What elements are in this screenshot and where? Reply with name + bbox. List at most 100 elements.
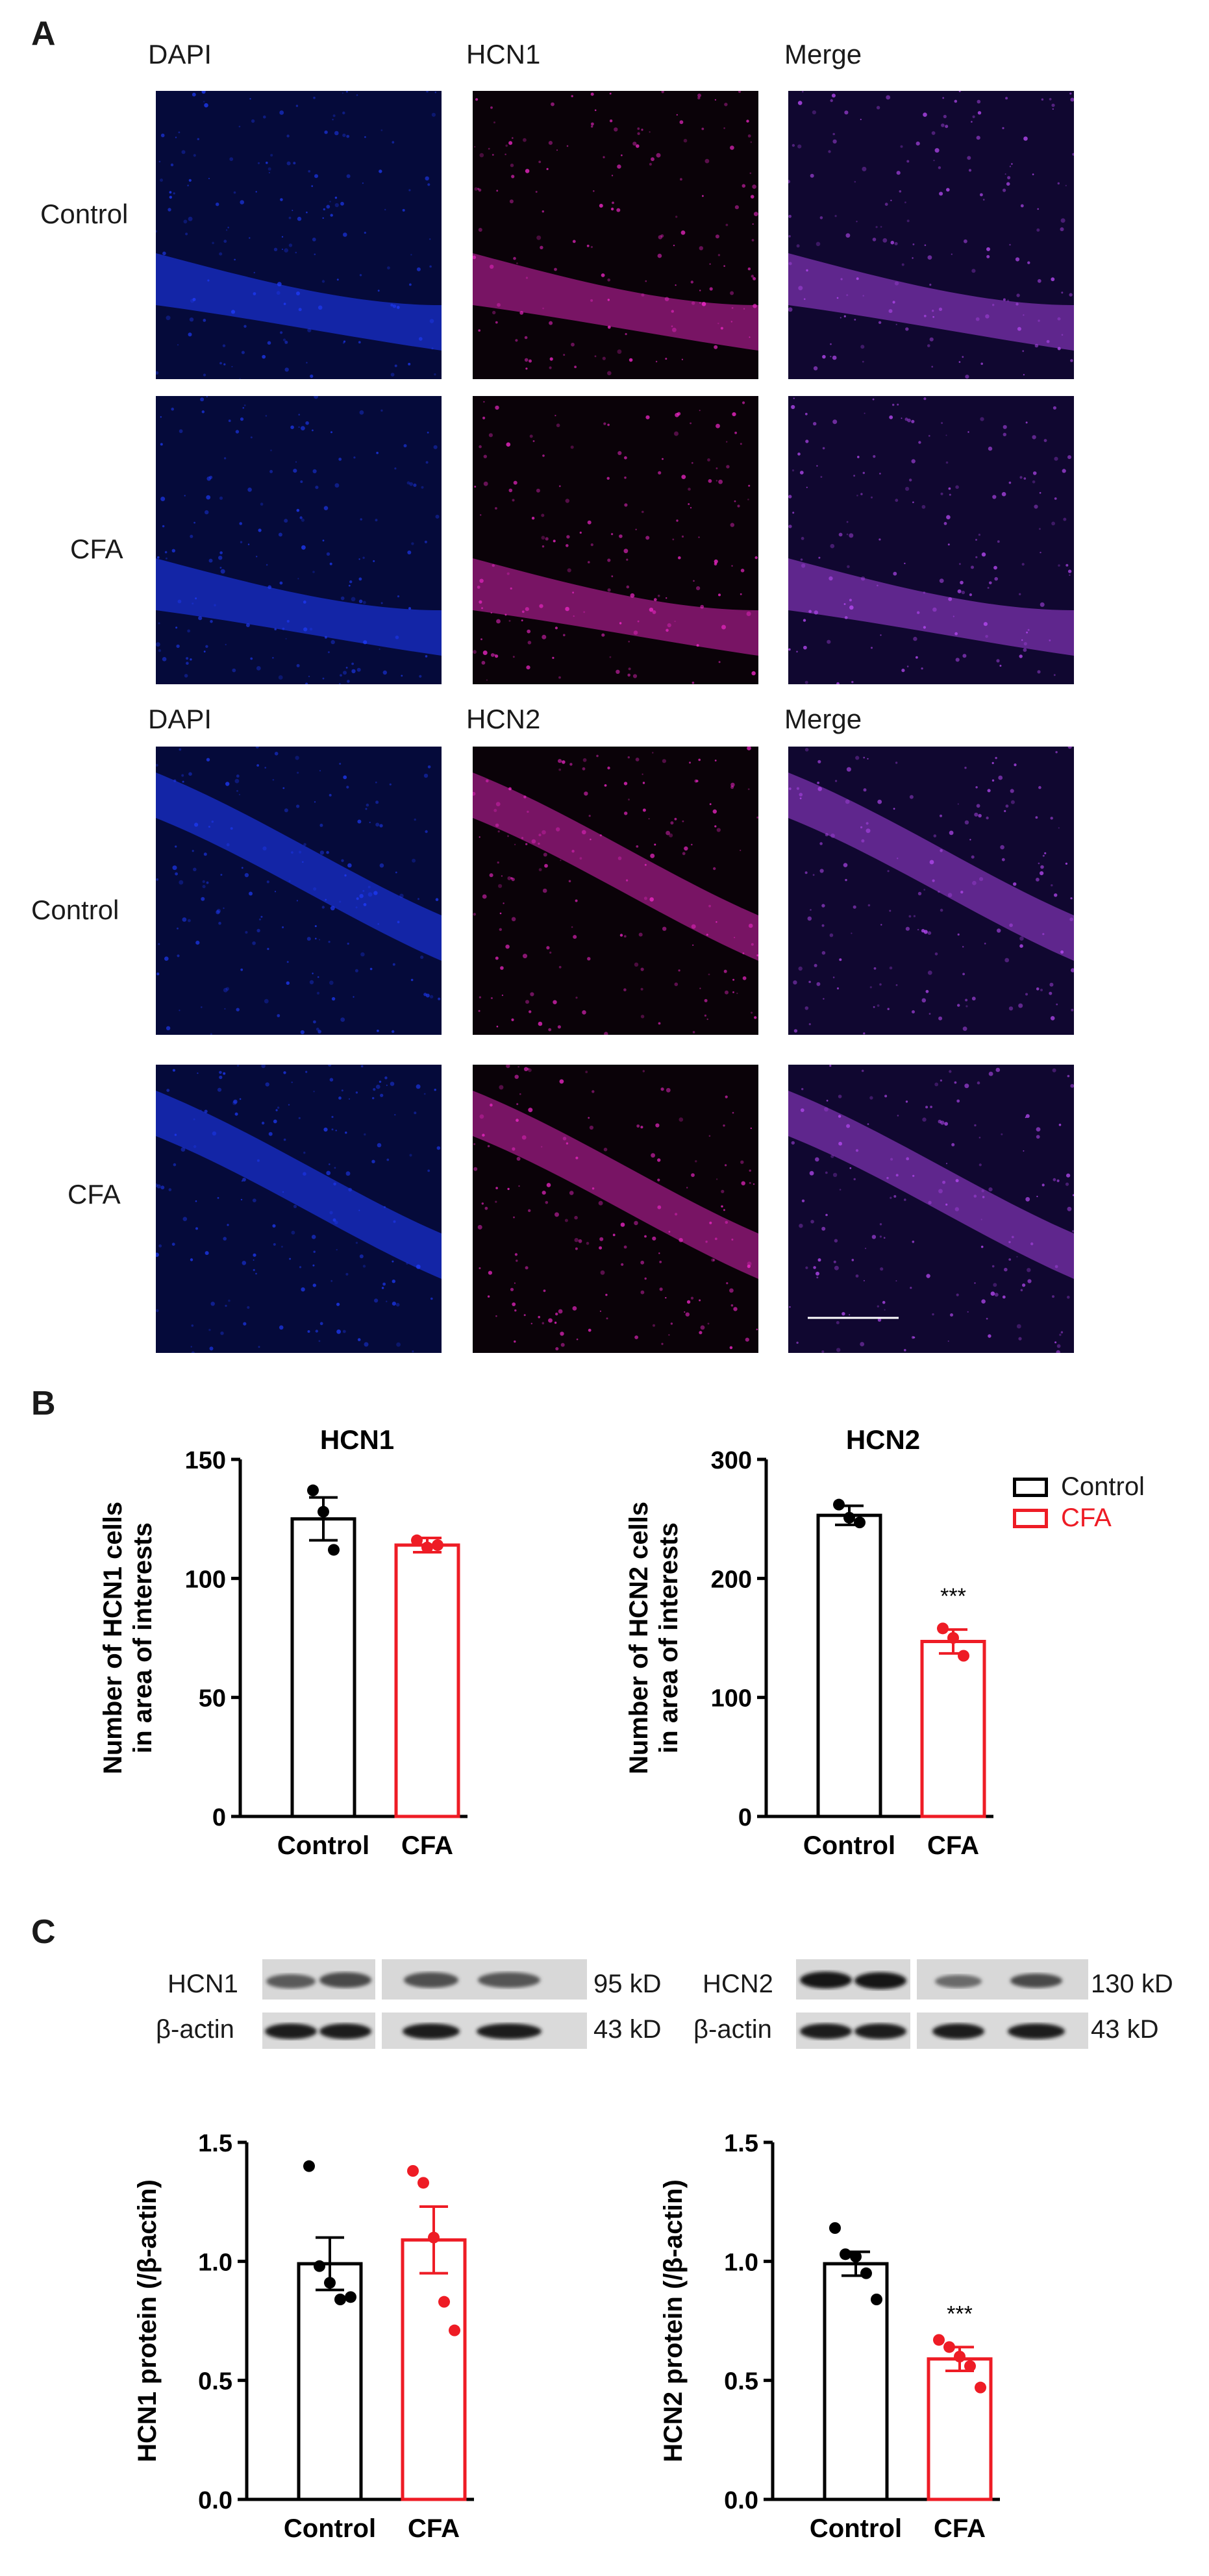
micrograph-merge-row3: [788, 747, 1074, 1035]
data-point: [850, 2251, 862, 2262]
significance-label: ***: [947, 2301, 973, 2326]
x-tick-label-cfa: CFA: [927, 1831, 979, 1860]
legend-item-cfa: CFA: [1013, 1504, 1201, 1535]
y-axis-label: Number of HCN2 cells: [625, 1502, 653, 1774]
band-hcn2-1: [800, 1972, 852, 1988]
x-tick-label-cfa: CFA: [401, 1831, 453, 1860]
band-bactin2-4: [1008, 2024, 1065, 2039]
chart-hcn1-cell-count: HCN1 Number of HCN1 cells in area of inter…: [99, 1428, 467, 1860]
y-tick-label: 300: [711, 1447, 752, 1474]
band-hcn1-1: [266, 1974, 316, 1988]
col-label-dapi-1: DAPI: [148, 39, 212, 69]
bar-control: [290, 1517, 356, 1818]
data-point: [307, 1484, 319, 1496]
band-bactin1-2: [319, 2024, 371, 2039]
data-point: [411, 1534, 423, 1546]
data-point: [418, 2177, 429, 2189]
data-point: [871, 2294, 882, 2305]
band-bactin1-4: [477, 2024, 542, 2039]
data-point: [407, 2165, 419, 2177]
western-blot-hcn1: [262, 1959, 587, 2049]
x-tick-label-control: Control: [810, 2514, 902, 2543]
band-bactin2-2: [854, 2024, 906, 2039]
y-axis-label: Number of HCN1 cells: [99, 1502, 127, 1774]
band-hcn1-2: [319, 1972, 371, 1988]
y-tick-label: 50: [199, 1685, 226, 1713]
band-bactin1-1: [265, 2024, 317, 2039]
x-tick-label-cfa: CFA: [934, 2514, 986, 2543]
blot-size-hcn1: 95 kD: [593, 1970, 662, 1998]
data-point: [345, 2291, 356, 2303]
data-point: [314, 2260, 325, 2272]
data-point: [421, 1541, 433, 1554]
data-point: [318, 1505, 329, 1518]
bar-control: [816, 1513, 882, 1818]
y-axis-label: in area of interests: [129, 1522, 157, 1753]
data-point: [324, 2277, 336, 2289]
band-hcn2-3: [935, 1975, 982, 1988]
chart-hcn1-protein: HCN1 protein (/β-actin) 0.0 0.5 1.0 1.5 Contr…: [133, 2130, 474, 2543]
blot-size-hcn2: 130 kD: [1091, 1970, 1173, 1998]
row-label-cfa-2: CFA: [68, 1179, 121, 1209]
y-tick-label: 0: [738, 1804, 752, 1831]
blot-label-bactin-1: β-actin: [156, 2015, 234, 2044]
y-tick-label: 0.0: [724, 2487, 758, 2514]
data-point: [975, 2381, 986, 2394]
western-blot-hcn2: [796, 1959, 1088, 2049]
band-hcn2-4: [1010, 1974, 1062, 1988]
y-tick-label: 1.5: [198, 2130, 232, 2157]
band-bactin2-3: [932, 2024, 984, 2039]
y-axis-label: HCN1 protein (/β-actin): [133, 2179, 162, 2462]
legend: Control CFA: [1013, 1472, 1201, 1535]
chart-hcn2-cell-count: HCN2 Number of HCN2 cells in area of inter…: [625, 1428, 993, 1860]
legend-item-control: Control: [1013, 1472, 1201, 1504]
micrograph-hcn-row3: [473, 747, 758, 1035]
blot-size-bactin-2: 43 kD: [1091, 2015, 1159, 2044]
col-label-hcn1: HCN1: [466, 39, 541, 69]
data-point: [854, 1517, 866, 1529]
micrograph-merge-row4: [788, 1065, 1074, 1353]
panel-letter-c: C: [31, 1913, 56, 1951]
data-point: [829, 2222, 841, 2234]
data-point: [943, 2341, 955, 2353]
data-point: [449, 2324, 460, 2336]
chart-title: HCN1: [320, 1428, 394, 1455]
data-point: [334, 2294, 346, 2305]
y-tick-label: 150: [185, 1447, 226, 1474]
data-point: [954, 2351, 966, 2362]
data-point: [833, 1498, 845, 1511]
bar-cfa: [927, 2357, 993, 2501]
blot-label-bactin-2: β-actin: [693, 2015, 772, 2044]
micrograph-dapi-row4: [156, 1065, 442, 1353]
data-point: [328, 1544, 340, 1556]
data-point: [958, 1650, 969, 1662]
data-point: [964, 2360, 976, 2372]
y-tick-label: 0.5: [724, 2368, 758, 2396]
data-point: [428, 2231, 440, 2244]
col-label-hcn2: HCN2: [466, 704, 541, 734]
panel-letter-b: B: [31, 1385, 56, 1422]
y-tick-label: 1.0: [724, 2249, 758, 2276]
micrograph-merge-row2: [788, 396, 1074, 684]
y-tick-label: 0: [212, 1804, 226, 1831]
bar-cfa: [394, 1543, 460, 1818]
legend-swatch-cfa: [1013, 1509, 1048, 1528]
x-tick-label-control: Control: [277, 1831, 369, 1860]
blot-label-hcn1: HCN1: [168, 1970, 238, 1998]
micrograph-hcn-row2: [473, 396, 758, 684]
col-label-merge-1: Merge: [784, 39, 862, 69]
data-point: [933, 2334, 945, 2346]
micrograph-dapi-row3: [156, 747, 442, 1035]
y-axis-label: HCN2 protein (/β-actin): [659, 2179, 688, 2462]
data-point: [840, 2248, 851, 2260]
data-point: [303, 2160, 315, 2172]
chart-hcn2-protein: HCN2 protein (/β-actin) 0.0 0.5 1.0 1.5 Contr…: [659, 2130, 1000, 2543]
band-bactin1-3: [403, 2024, 460, 2039]
band-hcn1-3: [404, 1972, 458, 1988]
col-label-merge-2: Merge: [784, 704, 862, 734]
micrograph-hcn-row4: [473, 1065, 758, 1353]
data-point: [438, 2296, 450, 2308]
legend-label-control: Control: [1061, 1472, 1145, 1501]
data-point: [860, 2267, 872, 2279]
panel-letter-a: A: [31, 15, 56, 53]
